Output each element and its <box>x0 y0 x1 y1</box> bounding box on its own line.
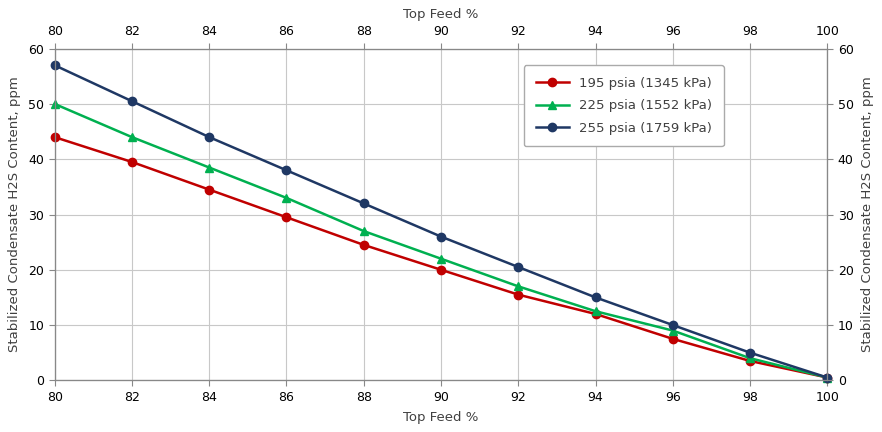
195 psia (1345 kPa) <box>358 242 369 248</box>
Y-axis label: Stabilized Condensate H2S Content, ppm: Stabilized Condensate H2S Content, ppm <box>8 76 21 353</box>
195 psia (1345 kPa) <box>281 215 292 220</box>
Line: 255 psia (1759 kPa): 255 psia (1759 kPa) <box>50 61 832 382</box>
195 psia (1345 kPa) <box>49 134 60 140</box>
255 psia (1759 kPa) <box>49 63 60 68</box>
195 psia (1345 kPa) <box>127 159 138 165</box>
225 psia (1552 kPa) <box>358 229 369 234</box>
225 psia (1552 kPa) <box>281 195 292 200</box>
X-axis label: Top Feed %: Top Feed % <box>403 411 479 424</box>
Line: 195 psia (1345 kPa): 195 psia (1345 kPa) <box>50 133 832 382</box>
255 psia (1759 kPa) <box>590 295 601 300</box>
255 psia (1759 kPa) <box>822 375 833 380</box>
225 psia (1552 kPa) <box>668 328 678 333</box>
Legend: 195 psia (1345 kPa), 225 psia (1552 kPa), 255 psia (1759 kPa): 195 psia (1345 kPa), 225 psia (1552 kPa)… <box>524 65 724 146</box>
X-axis label: Top Feed %: Top Feed % <box>403 8 479 21</box>
225 psia (1552 kPa) <box>590 308 601 314</box>
195 psia (1345 kPa) <box>744 359 755 364</box>
195 psia (1345 kPa) <box>436 267 446 272</box>
255 psia (1759 kPa) <box>358 201 369 206</box>
Y-axis label: Stabilized Condensate H2S Content, ppm: Stabilized Condensate H2S Content, ppm <box>861 76 874 353</box>
255 psia (1759 kPa) <box>513 264 524 270</box>
225 psia (1552 kPa) <box>204 165 214 170</box>
255 psia (1759 kPa) <box>281 168 292 173</box>
195 psia (1345 kPa) <box>513 292 524 297</box>
255 psia (1759 kPa) <box>744 350 755 355</box>
225 psia (1552 kPa) <box>436 256 446 261</box>
255 psia (1759 kPa) <box>204 134 214 140</box>
225 psia (1552 kPa) <box>49 102 60 107</box>
195 psia (1345 kPa) <box>204 187 214 192</box>
Line: 225 psia (1552 kPa): 225 psia (1552 kPa) <box>50 100 832 382</box>
195 psia (1345 kPa) <box>590 311 601 317</box>
225 psia (1552 kPa) <box>744 356 755 361</box>
195 psia (1345 kPa) <box>668 336 678 341</box>
225 psia (1552 kPa) <box>513 284 524 289</box>
255 psia (1759 kPa) <box>668 322 678 327</box>
255 psia (1759 kPa) <box>127 98 138 104</box>
225 psia (1552 kPa) <box>127 134 138 140</box>
195 psia (1345 kPa) <box>822 375 833 380</box>
255 psia (1759 kPa) <box>436 234 446 239</box>
225 psia (1552 kPa) <box>822 375 833 380</box>
